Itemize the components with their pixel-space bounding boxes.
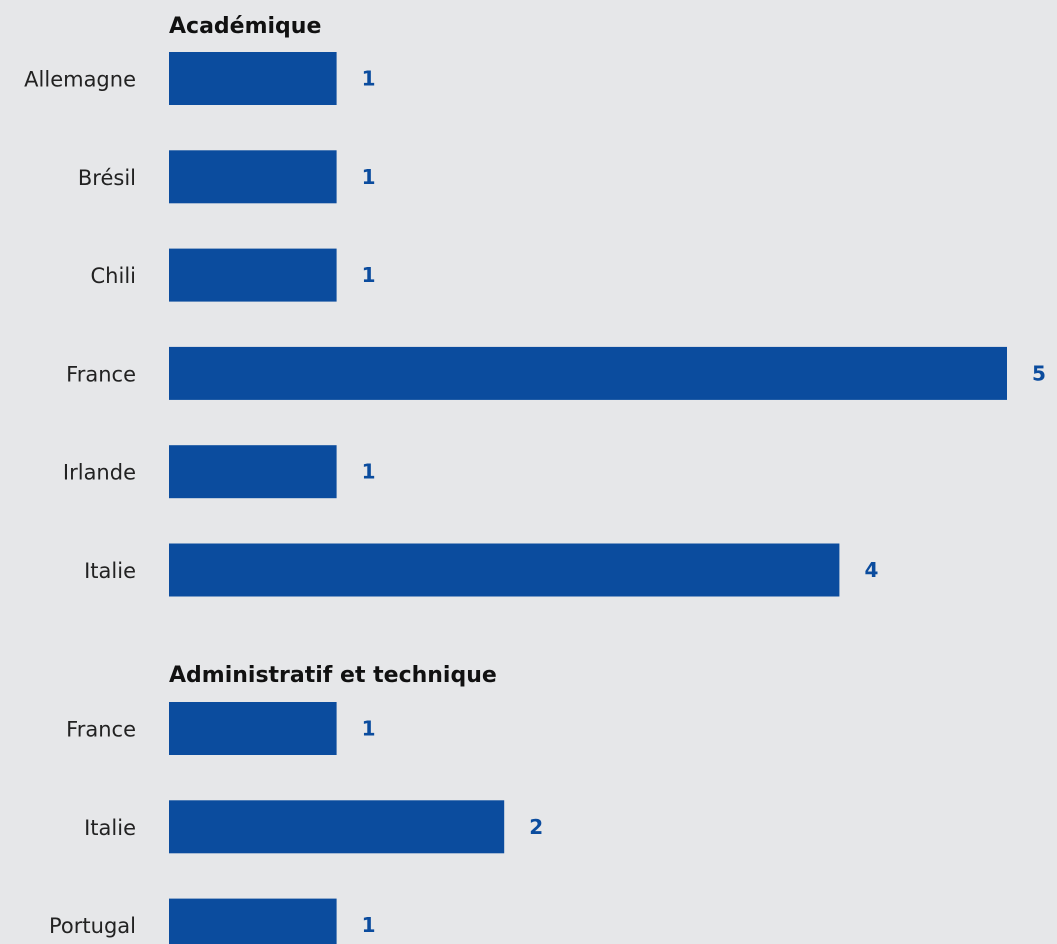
- bar: [169, 898, 337, 944]
- bar: [169, 150, 337, 204]
- bar: [169, 702, 337, 755]
- value-label: 1: [362, 67, 376, 91]
- category-label: Italie: [84, 816, 136, 840]
- chart-panel-2: Administratif et technique France 1 Italie 2…: [49, 663, 543, 944]
- category-label: Allemagne: [24, 68, 136, 92]
- bar: [169, 52, 337, 105]
- category-label: Irlande: [63, 461, 136, 485]
- bar: [169, 445, 337, 499]
- category-label: Italie: [84, 559, 136, 583]
- panel-title: Académique: [169, 14, 321, 39]
- category-label: France: [66, 362, 136, 386]
- category-label: France: [66, 718, 136, 742]
- panel-title: Administratif et technique: [169, 663, 497, 688]
- category-label: Portugal: [49, 914, 136, 938]
- bar: [169, 543, 840, 597]
- bar: [169, 346, 1007, 400]
- value-label: 1: [362, 913, 376, 937]
- value-label: 2: [529, 815, 543, 839]
- category-label: Brésil: [78, 166, 136, 190]
- category-label: Chili: [91, 264, 136, 288]
- bar: [169, 800, 505, 854]
- value-label: 5: [1032, 361, 1046, 385]
- value-label: 1: [362, 165, 376, 189]
- value-label: 1: [362, 263, 376, 287]
- value-label: 4: [864, 558, 878, 582]
- bar: [169, 248, 337, 302]
- value-label: 1: [362, 717, 376, 741]
- chart-panel-1: Académique Allemagne 1 Brésil 1 Chili 1 France 5…: [24, 14, 1046, 597]
- value-label: 1: [362, 460, 376, 484]
